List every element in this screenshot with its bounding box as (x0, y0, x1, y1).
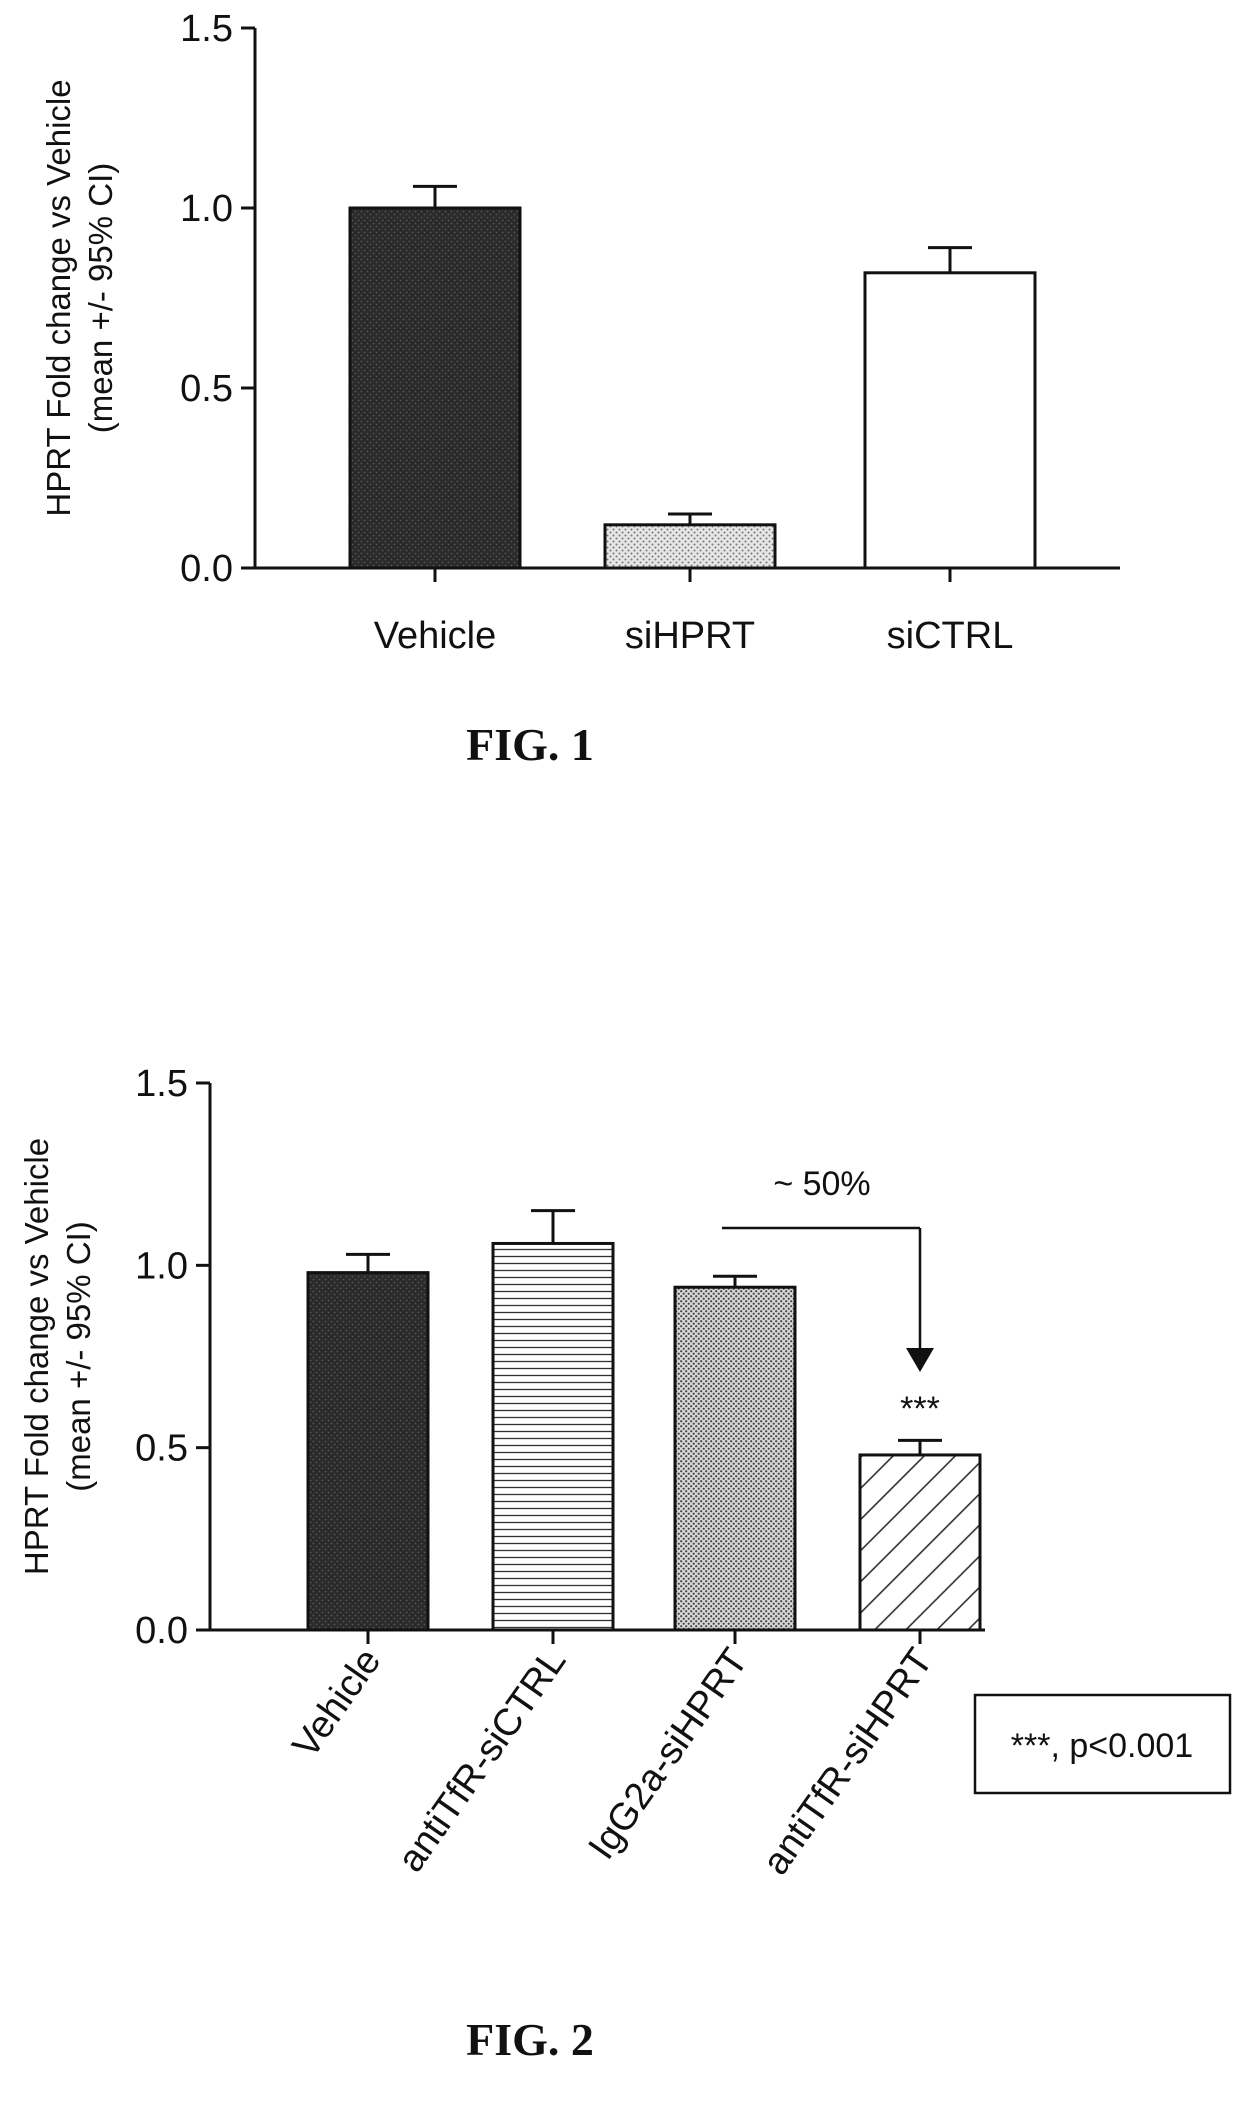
x-tick-label: antiTfR-siHPRT (755, 1641, 942, 1882)
fig1-chart: 0.0 0.5 1.0 1.5 HPRT Fold change vs Vehicle(… (40, 8, 1120, 770)
bar (858, 1453, 982, 1632)
figure-caption: FIG. 1 (466, 719, 594, 770)
bar (491, 1241, 615, 1632)
y-tick-label: 0.5 (180, 368, 233, 410)
y-axis-label-sub: (mean +/- 95% CI) (60, 1221, 97, 1492)
y-tick-label: 1.0 (180, 188, 233, 230)
x-tick-label: Vehicle (285, 1641, 390, 1765)
legend-box (973, 1693, 1232, 1795)
y-tick-label: 0.0 (180, 548, 233, 590)
x-tick-label: siCTRL (887, 615, 1014, 657)
bar (306, 1271, 430, 1632)
y-axis-label: HPRT Fold change vs Vehicle (18, 1138, 55, 1575)
significance-marker: *** (900, 1390, 940, 1428)
x-tick-label: antiTfR-siCTRL (390, 1641, 575, 1880)
bar (348, 206, 522, 570)
x-tick-label: Vehicle (374, 615, 497, 657)
bracket-label: ~ 50% (773, 1165, 870, 1203)
y-axis-label-sub: (mean +/- 95% CI) (82, 163, 119, 434)
x-tick-label: siHPRT (625, 615, 755, 657)
y-tick-label: 0.5 (135, 1428, 188, 1470)
bar (863, 271, 1037, 570)
y-tick-label: 1.5 (180, 8, 233, 50)
x-tick-label: IgG2a-siHPRT (581, 1641, 757, 1867)
bar (673, 1285, 797, 1632)
y-tick-label: 1.0 (135, 1245, 188, 1287)
y-axis-label: HPRT Fold change vs Vehicle (40, 79, 77, 516)
bracket-arrowhead (906, 1348, 934, 1372)
y-tick-label: 0.0 (135, 1610, 188, 1652)
y-tick-label: 1.5 (135, 1063, 188, 1105)
legend-text: ***, p<0.001 (1011, 1727, 1193, 1765)
figure-caption: FIG. 2 (466, 2014, 594, 2065)
bar (603, 523, 777, 570)
fig2-chart: 0.0 0.5 1.0 1.5 HPRT Fold change vs Vehicle(… (18, 1063, 1232, 2065)
